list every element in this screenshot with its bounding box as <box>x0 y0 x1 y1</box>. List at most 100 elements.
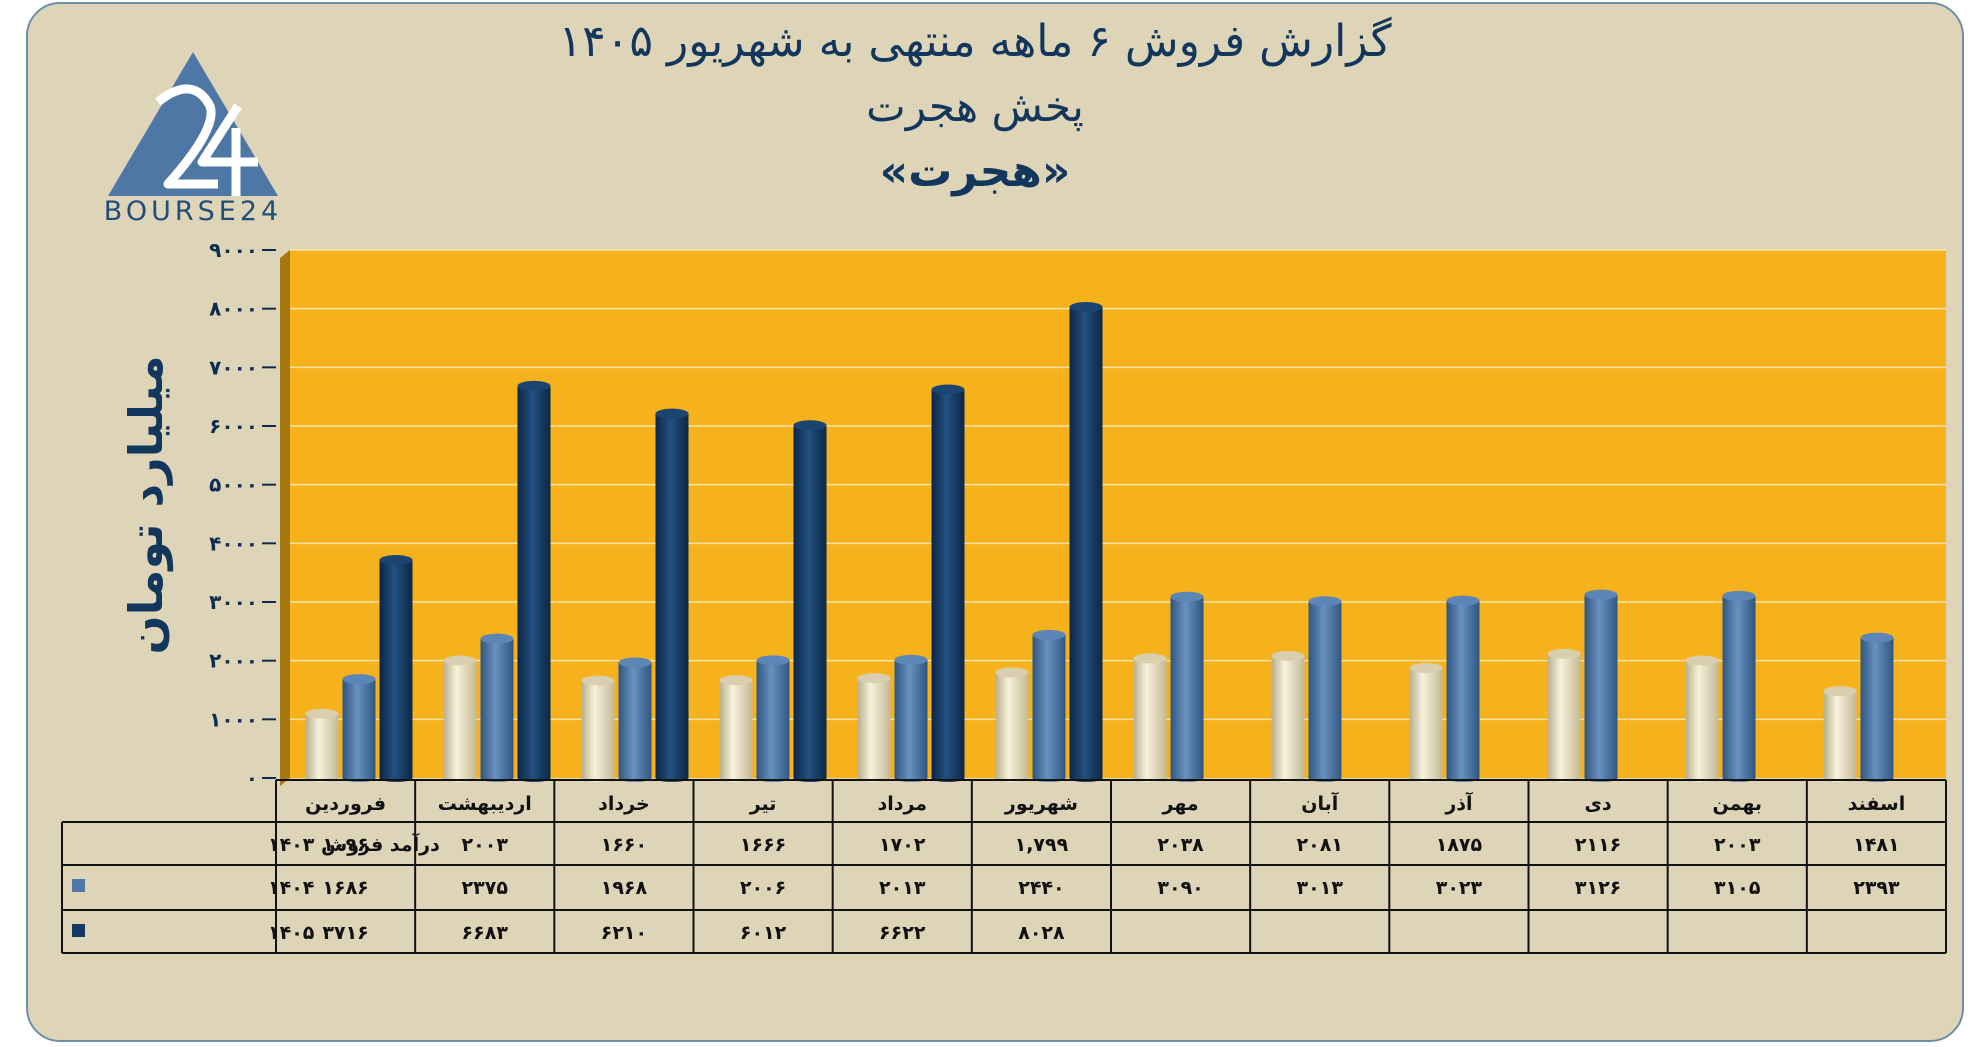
bar <box>1170 591 1204 782</box>
table-cell: ۲۳۹۳ <box>1853 877 1900 899</box>
bar-body <box>1823 691 1857 778</box>
bar-cap <box>1685 655 1719 666</box>
table-cell: ۲۰۰۳ <box>1714 834 1761 856</box>
bar-cap <box>1133 653 1167 664</box>
bar-body <box>931 389 965 778</box>
table-cell: ۳۰۱۳ <box>1297 877 1344 899</box>
bar-body <box>581 680 615 778</box>
bar <box>894 654 928 782</box>
bar <box>1547 648 1581 782</box>
y-tick-label: ۸۰۰۰ <box>209 297 258 321</box>
bar-body <box>618 662 652 778</box>
table-cell: ۶۲۱۰ <box>601 922 647 944</box>
bar <box>618 657 652 782</box>
bar <box>480 633 514 782</box>
plot-area <box>280 249 1946 786</box>
category-label: آبان <box>1301 791 1338 815</box>
bar-cap <box>857 673 891 684</box>
data-table: فروردین اردیبهشت خرداد تیر مرداد شهریور مهر آبا… <box>61 779 1947 954</box>
y-tick-label: ۱۰۰۰ <box>209 707 258 731</box>
table-cell: ۱۶۸۶ <box>322 877 368 899</box>
bar-cap <box>305 708 339 719</box>
chart-subtitle: پخش هجرت <box>866 82 1084 131</box>
y-tick-label: ۳۰۰۰ <box>209 590 258 614</box>
table-cell: ۲۰۳۸ <box>1157 834 1204 856</box>
table-cell: ۸۰۲۸ <box>1018 922 1065 944</box>
y-axis-label: میلیارد تومان <box>119 355 173 654</box>
bar <box>857 673 891 782</box>
table-cell: ۲۰۰۶ <box>740 877 786 899</box>
bar-body <box>1584 594 1618 778</box>
table-cell: ۲۱۱۶ <box>1575 834 1621 856</box>
table-cell: ۱۶۶۰ <box>601 834 647 856</box>
category-label: اسفند <box>1848 793 1906 815</box>
bar-body <box>342 679 376 778</box>
table-cell: ۱۶۶۶ <box>740 834 786 856</box>
bar <box>443 655 477 782</box>
bar-cap <box>379 554 413 565</box>
bar-body <box>1271 655 1305 778</box>
bar-body <box>995 672 1029 778</box>
bar <box>1032 629 1066 782</box>
legend-swatch <box>72 879 85 892</box>
table-cell: ۱۰۹۶ <box>322 834 368 856</box>
category-label: مرداد <box>877 793 927 815</box>
plot-side-wall <box>280 250 290 786</box>
table-cell: ۱۴۸۱ <box>1853 834 1899 856</box>
table-cell: ۶۶۲۲ <box>879 922 926 944</box>
bar-body <box>894 659 928 778</box>
table-cell: ۱۸۷۵ <box>1436 834 1483 856</box>
bar-body <box>1446 600 1480 778</box>
table-cell: ۲۳۷۵ <box>462 877 509 899</box>
y-tick-label: ۹۰۰۰ <box>209 238 258 262</box>
bar-cap <box>342 674 376 685</box>
bar-body <box>1170 596 1204 778</box>
bar-cap <box>443 655 477 666</box>
y-tick-label: ۰ <box>246 766 258 790</box>
bar <box>931 384 965 782</box>
bar-cap <box>581 675 615 686</box>
category-label: فروردین <box>305 793 386 815</box>
y-tick-label: ۷۰۰۰ <box>209 355 258 379</box>
bar <box>719 675 753 782</box>
bar-cap <box>1271 650 1305 661</box>
triangle-24-logo-icon <box>108 52 278 196</box>
chart-title: گزارش فروش ۶ ماهه منتهی به شهریور ۱۴۰۵ <box>558 16 1392 67</box>
bar <box>995 667 1029 782</box>
bar <box>581 675 615 782</box>
bar-cap <box>995 667 1029 678</box>
bar-body <box>1685 660 1719 778</box>
bar-body <box>379 559 413 778</box>
bar <box>1308 596 1342 782</box>
table-cell: ۳۱۰۵ <box>1714 877 1761 899</box>
bars <box>305 302 1894 782</box>
bar-cap <box>1446 595 1480 606</box>
bar-body <box>719 680 753 778</box>
bar-cap <box>1308 596 1342 607</box>
logo-text: BOURSE24 <box>103 196 283 227</box>
bar-body <box>1722 595 1756 778</box>
bar-cap <box>517 380 551 391</box>
bar <box>1133 653 1167 782</box>
y-tick-label: ۲۰۰۰ <box>209 649 258 673</box>
bar <box>1860 632 1894 782</box>
category-label: دی <box>1584 793 1611 815</box>
table-cell: ۳۷۱۶ <box>322 922 368 944</box>
table-cell: ۲۰۸۱ <box>1297 834 1343 856</box>
bar-cap <box>1032 629 1066 640</box>
bar-cap <box>719 675 753 686</box>
bar <box>1069 302 1103 782</box>
category-label: شهریور <box>1004 793 1078 815</box>
bar-body <box>1860 637 1894 778</box>
category-label: آذر <box>1444 791 1473 815</box>
bar-body <box>1069 307 1103 778</box>
bar <box>655 408 689 782</box>
bar-body <box>480 638 514 778</box>
bar-cap <box>1860 632 1894 643</box>
bar <box>517 380 551 782</box>
bar <box>1722 590 1756 782</box>
legend-swatch <box>72 924 85 937</box>
category-label: مهر <box>1162 793 1199 815</box>
bar <box>305 708 339 782</box>
